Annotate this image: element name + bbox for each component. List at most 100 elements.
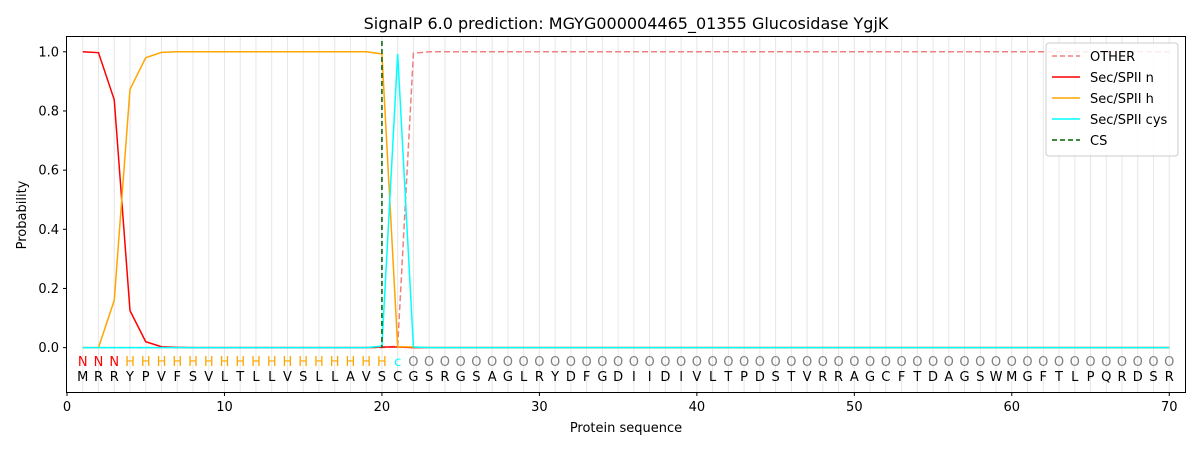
residue-label: G: [1022, 370, 1032, 385]
region-label: H: [298, 355, 308, 370]
region-label: H: [188, 355, 198, 370]
residue-label: D: [755, 370, 765, 385]
region-label: O: [582, 355, 592, 370]
series-line-2: [82, 51, 1170, 349]
region-label: H: [172, 355, 182, 370]
region-label: H: [204, 355, 214, 370]
region-label: O: [944, 355, 954, 370]
region-label: O: [692, 355, 702, 370]
region-label: O: [739, 355, 749, 370]
residue-label: L: [709, 370, 717, 385]
residue-label: D: [660, 370, 670, 385]
residue-label: T: [912, 370, 921, 385]
region-label: H: [125, 355, 135, 370]
residue-label: S: [425, 370, 433, 385]
region-label: O: [959, 355, 969, 370]
region-label: H: [157, 355, 167, 370]
residue-label: D: [566, 370, 576, 385]
residue-label: R: [94, 370, 103, 385]
residue-label: C: [393, 370, 402, 385]
region-label: O: [1054, 355, 1064, 370]
residue-label: S: [189, 370, 197, 385]
region-label: N: [78, 355, 88, 370]
region-label: O: [487, 355, 497, 370]
region-label: N: [109, 355, 119, 370]
region-label: O: [471, 355, 481, 370]
y-axis-label: Probability: [15, 180, 30, 249]
residue-label: M: [1006, 370, 1017, 385]
region-label: O: [1070, 355, 1080, 370]
region-label: O: [1085, 355, 1095, 370]
residue-label: S: [299, 370, 307, 385]
residue-label: F: [583, 370, 590, 385]
region-label: H: [235, 355, 245, 370]
region-label: O: [849, 355, 859, 370]
residue-label: G: [456, 370, 466, 385]
region-label: O: [1117, 355, 1127, 370]
region-label: O: [456, 355, 466, 370]
residue-label: R: [1165, 370, 1174, 385]
residue-label: L: [315, 370, 323, 385]
region-label: c: [394, 355, 401, 370]
residue-label: W: [990, 370, 1003, 385]
residue-label: R: [440, 370, 449, 385]
region-label: O: [660, 355, 670, 370]
region-label: O: [802, 355, 812, 370]
x-axis-label: Protein sequence: [570, 421, 682, 436]
series-line-0: [82, 51, 1170, 349]
region-label: H: [330, 355, 340, 370]
region-label: O: [1133, 355, 1143, 370]
x-tick-label: 30: [531, 400, 548, 415]
legend-label: Sec/SPII n: [1090, 71, 1154, 86]
region-label: H: [346, 355, 356, 370]
region-label: H: [377, 355, 387, 370]
residue-label: G: [503, 370, 513, 385]
residue-label: T: [723, 370, 732, 385]
y-tick-label: 0.2: [38, 282, 59, 297]
legend-box: [1045, 42, 1179, 157]
series-line-1: [82, 51, 1170, 349]
residue-label: V: [283, 370, 292, 385]
x-tick-label: 70: [1161, 400, 1178, 415]
residue-label: V: [803, 370, 812, 385]
region-label: O: [865, 355, 875, 370]
region-label: H: [267, 355, 277, 370]
legend-label: OTHER: [1090, 50, 1135, 65]
chart-title: SignalP 6.0 prediction: MGYG000004465_01…: [364, 14, 889, 34]
region-label: H: [314, 355, 324, 370]
region-label: O: [1038, 355, 1048, 370]
region-label: O: [881, 355, 891, 370]
plot-frame: [66, 36, 1186, 393]
residue-label: S: [976, 370, 984, 385]
residue-label: V: [692, 370, 701, 385]
region-label: O: [676, 355, 686, 370]
region-label: H: [283, 355, 293, 370]
residue-label: D: [613, 370, 623, 385]
region-label: O: [1022, 355, 1032, 370]
region-label: O: [833, 355, 843, 370]
region-label: O: [1007, 355, 1017, 370]
plot-lines: [82, 41, 1170, 349]
residue-label: A: [346, 370, 355, 385]
residue-label: T: [1054, 370, 1063, 385]
residue-label: F: [898, 370, 905, 385]
residue-label: G: [865, 370, 875, 385]
residue-label: V: [204, 370, 213, 385]
region-label: O: [424, 355, 434, 370]
x-tick-label: 0: [63, 400, 71, 415]
region-label: O: [534, 355, 544, 370]
y-tick-label: 0.6: [38, 164, 59, 179]
residue-label: C: [881, 370, 890, 385]
legend-label: CS: [1090, 134, 1107, 149]
residue-label: V: [157, 370, 166, 385]
region-label: O: [818, 355, 828, 370]
y-tick-label: 0.4: [38, 223, 59, 238]
region-label: O: [1101, 355, 1111, 370]
x-tick-label: 50: [846, 400, 863, 415]
region-label: O: [928, 355, 938, 370]
grid-lines: [82, 37, 1170, 392]
region-label: O: [566, 355, 576, 370]
residue-label: L: [221, 370, 229, 385]
x-tick-label: 60: [1004, 400, 1021, 415]
